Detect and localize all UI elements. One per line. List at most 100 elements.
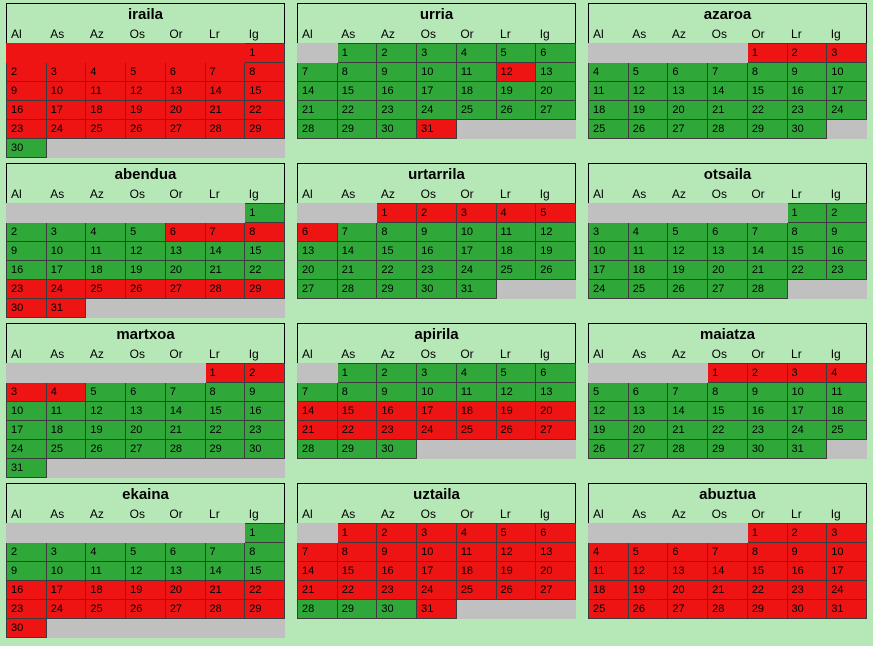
- day-cell-uztaila-1: 1: [336, 523, 378, 543]
- day-cell-abuztua-28: 28: [707, 599, 748, 619]
- day-cell-martxoa-4: 4: [45, 382, 87, 402]
- day-cell-abuztua-9: 9: [786, 542, 828, 562]
- day-cell-ekaina-23: 23: [6, 599, 47, 619]
- day-cell-otsaila-11: 11: [627, 241, 669, 261]
- day-cell-urria-5: 5: [495, 43, 537, 63]
- calendar-apirila: apirila Al As Az Os Or Lr Ig 1 2 3 4 5 6 7 8 9 10 11 12 13 14…: [297, 323, 576, 459]
- day-cell-abendua-19: 19: [125, 260, 166, 280]
- empty-cell: [164, 138, 206, 158]
- day-cell-maiatza-6: 6: [627, 382, 669, 402]
- day-cell-abendua-31: 31: [45, 298, 87, 318]
- day-cell-uztaila-15: 15: [336, 561, 378, 581]
- empty-cell: [164, 458, 206, 478]
- empty-cell: [6, 523, 47, 543]
- day-cell-abendua-14: 14: [204, 241, 246, 261]
- day-cell-otsaila-12: 12: [667, 241, 709, 261]
- day-cell-iraila-22: 22: [244, 100, 285, 120]
- empty-cell: [164, 203, 206, 223]
- day-cell-otsaila-10: 10: [588, 241, 629, 261]
- day-cell-uztaila-9: 9: [376, 542, 418, 562]
- empty-cell: [164, 298, 206, 318]
- empty-cell: [164, 363, 206, 383]
- day-cell-urtarrila-4: 4: [495, 203, 537, 223]
- weekday-header-os: Os: [711, 507, 727, 521]
- empty-cell: [164, 618, 206, 638]
- empty-cell: [786, 279, 828, 299]
- day-cell-abuztua-8: 8: [746, 542, 788, 562]
- calendar-otsaila: otsaila Al As Az Os Or Lr Ig 1 2 3 4 5 6 7 8 9 10 11 12 13 14…: [588, 163, 867, 299]
- day-cell-martxoa-2: 2: [244, 363, 285, 383]
- month-title: abendua: [114, 166, 177, 183]
- weekday-header-or: Or: [751, 187, 765, 201]
- empty-cell: [667, 363, 709, 383]
- empty-cell: [244, 138, 285, 158]
- day-cell-abuztua-2: 2: [786, 523, 828, 543]
- day-cell-abendua-11: 11: [85, 241, 127, 261]
- day-cell-urria-28: 28: [297, 119, 338, 139]
- day-cell-uztaila-19: 19: [495, 561, 537, 581]
- weekday-header-az: Az: [671, 187, 686, 201]
- day-cell-iraila-7: 7: [204, 62, 246, 82]
- day-cell-urtarrila-24: 24: [455, 260, 497, 280]
- day-cell-martxoa-19: 19: [85, 420, 127, 440]
- day-cell-ekaina-19: 19: [125, 580, 166, 600]
- weekday-header-or: Or: [460, 187, 474, 201]
- day-cell-urtarrila-19: 19: [535, 241, 576, 261]
- day-cell-urria-10: 10: [416, 62, 457, 82]
- day-cell-azaroa-10: 10: [826, 62, 867, 82]
- day-cell-abuztua-22: 22: [746, 580, 788, 600]
- day-cell-martxoa-10: 10: [6, 401, 47, 421]
- empty-cell: [45, 618, 87, 638]
- empty-cell: [455, 439, 497, 459]
- day-cell-urtarrila-3: 3: [455, 203, 497, 223]
- empty-cell: [204, 203, 246, 223]
- day-cell-otsaila-6: 6: [707, 222, 748, 242]
- empty-cell: [627, 363, 669, 383]
- day-cell-azaroa-30: 30: [786, 119, 828, 139]
- day-cell-azaroa-6: 6: [667, 62, 709, 82]
- weekday-header-os: Os: [420, 507, 436, 521]
- day-cell-uztaila-23: 23: [376, 580, 418, 600]
- day-cell-azaroa-23: 23: [786, 100, 828, 120]
- month-title: iraila: [127, 6, 164, 23]
- day-cell-uztaila-30: 30: [376, 599, 418, 619]
- calendar-abuztua: abuztua Al As Az Os Or Lr Ig 1 2 3 4 5 6 7 8 9 10 11 12 13 14…: [588, 483, 867, 619]
- weekday-header-as: As: [341, 187, 356, 201]
- day-cell-urria-24: 24: [416, 100, 457, 120]
- day-cell-maiatza-30: 30: [746, 439, 788, 459]
- day-cell-abuztua-31: 31: [826, 599, 867, 619]
- day-cell-urtarrila-2: 2: [416, 203, 457, 223]
- day-cell-apirila-16: 16: [376, 401, 418, 421]
- empty-cell: [627, 203, 669, 223]
- day-cell-martxoa-7: 7: [164, 382, 206, 402]
- calendar-urria: urria Al As Az Os Or Lr Ig 1 2 3 4 5 6 7 8 9 10 11 12 13 14 15…: [297, 3, 576, 139]
- weekday-header-as: As: [50, 507, 65, 521]
- day-cell-ekaina-12: 12: [125, 561, 166, 581]
- weekday-header-or: Or: [460, 27, 474, 41]
- weekday-header-ig: Ig: [830, 27, 841, 41]
- day-cell-maiatza-7: 7: [667, 382, 709, 402]
- day-cell-urria-27: 27: [535, 100, 576, 120]
- day-cell-otsaila-16: 16: [826, 241, 867, 261]
- day-cell-otsaila-27: 27: [707, 279, 748, 299]
- day-cell-abendua-3: 3: [45, 222, 87, 242]
- day-cell-iraila-16: 16: [6, 100, 47, 120]
- empty-cell: [297, 523, 338, 543]
- calendar-iraila: iraila Al As Az Os Or Lr Ig 1 2 3 4 5 6 7 8 9 10 11 12 13 14 1…: [6, 3, 285, 158]
- weekday-header-az: Az: [380, 507, 395, 521]
- weekday-header-az: Az: [380, 347, 395, 361]
- day-cell-abendua-27: 27: [164, 279, 206, 299]
- weekday-header-al: Al: [593, 187, 604, 201]
- day-cell-iraila-30: 30: [6, 138, 47, 158]
- empty-cell: [336, 203, 378, 223]
- empty-cell: [495, 439, 537, 459]
- day-cell-azaroa-14: 14: [707, 81, 748, 101]
- day-cell-iraila-5: 5: [125, 62, 166, 82]
- weekday-header-lr: Lr: [791, 507, 802, 521]
- day-cell-abuztua-24: 24: [826, 580, 867, 600]
- day-cell-uztaila-21: 21: [297, 580, 338, 600]
- day-cell-iraila-2: 2: [6, 62, 47, 82]
- day-cell-abendua-17: 17: [45, 260, 87, 280]
- day-cell-iraila-10: 10: [45, 81, 87, 101]
- empty-cell: [535, 599, 576, 619]
